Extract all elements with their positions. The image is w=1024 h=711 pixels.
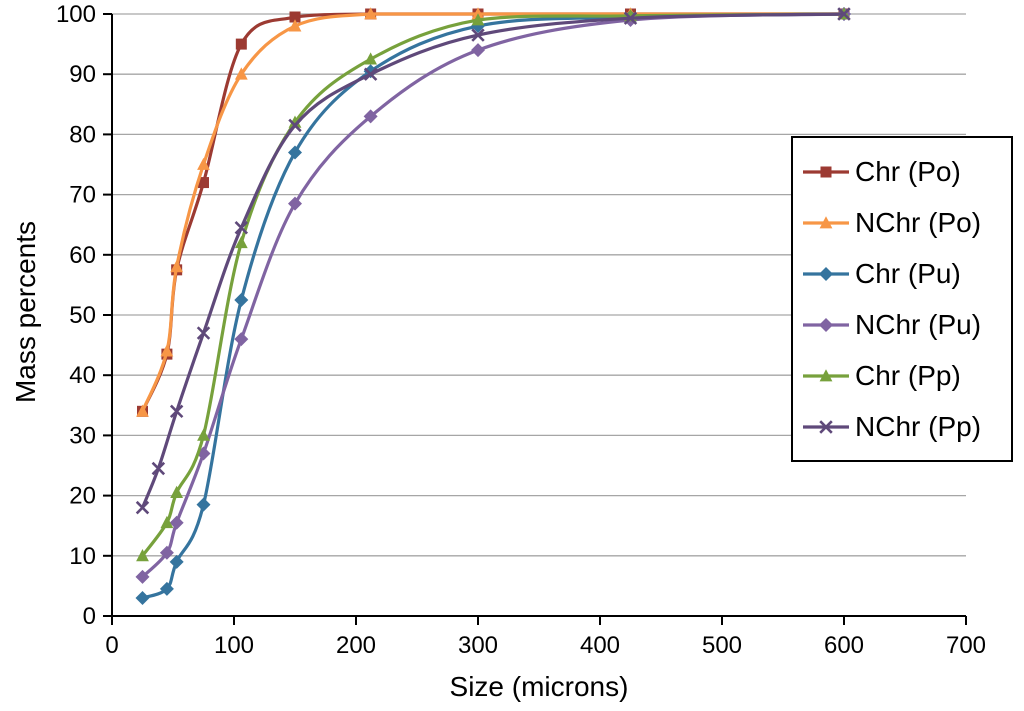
x-tick-label: 500 <box>702 632 742 659</box>
series-marker-chr-pu <box>234 292 249 307</box>
series-line-nchr-pp <box>140 12 846 510</box>
series-marker-nchr-pp <box>151 461 166 476</box>
series-line-chr-pu <box>140 12 846 600</box>
series-marker-chr-pp <box>471 13 485 26</box>
series-marker-nchr-po <box>136 404 149 417</box>
series-marker-chr-po <box>198 177 209 189</box>
series-marker-chr-pu <box>196 497 211 512</box>
legend-sample-nchr-pp <box>803 419 849 434</box>
x-tick-label: 200 <box>336 632 376 659</box>
legend-marker-nchr-po-icon <box>819 215 833 228</box>
series-marker-nchr-pp <box>623 11 638 25</box>
series-marker-chr-po <box>289 11 301 23</box>
legend-marker-chr-pu-icon <box>819 266 833 281</box>
y-tick-label: 50 <box>69 302 96 329</box>
series-marker-chr-pu <box>288 145 302 160</box>
y-tick-label: 70 <box>69 182 96 209</box>
series-marker-nchr-pp <box>363 67 378 81</box>
legend-label-nchr-pp: NChr (Pp) <box>855 410 982 442</box>
legend-marker-nchr-pu-icon <box>819 317 833 332</box>
series-marker-chr-pu <box>159 581 174 596</box>
series-marker-nchr-pu <box>159 545 174 560</box>
x-tick-label: 600 <box>824 632 864 659</box>
series-marker-chr-pp <box>197 428 210 441</box>
series-marker-nchr-po <box>160 344 174 357</box>
series-line-nchr-pu <box>140 12 846 579</box>
legend-marker-chr-po-icon <box>820 166 832 177</box>
legend-item-chr-pp: Chr (Pp) <box>803 350 1007 401</box>
series-marker-chr-pu <box>135 590 150 605</box>
series-marker-chr-pp <box>160 515 174 529</box>
x-tick-label: 100 <box>214 632 254 659</box>
x-tick-label: 300 <box>458 632 498 659</box>
series-marker-nchr-pp <box>234 220 249 235</box>
series-marker-chr-pp <box>136 549 149 562</box>
legend-label-nchr-po: NChr (Po) <box>855 206 982 238</box>
series-chr-pu <box>135 7 851 605</box>
x-tick-label: 0 <box>105 632 118 659</box>
series-marker-chr-pu <box>169 554 184 569</box>
series-nchr-po <box>136 7 851 417</box>
series-marker-nchr-po <box>288 19 302 32</box>
series-marker-chr-pp <box>364 52 378 65</box>
legend-sample-nchr-pu <box>803 317 849 332</box>
series-marker-nchr-pp <box>135 500 150 515</box>
series-marker-nchr-po <box>197 157 210 170</box>
series-marker-nchr-pp <box>196 326 211 340</box>
series-line-chr-pp <box>140 12 846 558</box>
y-tick-label: 100 <box>56 1 96 28</box>
series-marker-chr-pp <box>170 485 184 498</box>
series-marker-nchr-pu <box>363 109 378 124</box>
series-marker-nchr-pu <box>135 569 150 584</box>
legend-label-chr-po: Chr (Po) <box>855 155 961 187</box>
legend-item-chr-po: Chr (Po) <box>803 146 1007 197</box>
legend-label-chr-pu: Chr (Pu) <box>855 257 961 289</box>
series-marker-nchr-po <box>234 67 248 80</box>
y-tick-label: 90 <box>69 61 96 88</box>
y-tick-label: 20 <box>69 483 96 510</box>
legend-marker-nchr-pp-icon <box>819 419 833 434</box>
legend-item-nchr-pu: NChr (Pu) <box>803 299 1007 350</box>
legend-sample-chr-pp <box>803 368 849 381</box>
series-marker-chr-po <box>235 38 247 50</box>
y-tick-label: 80 <box>69 121 96 148</box>
y-tick-label: 30 <box>69 422 96 449</box>
x-tick-label: 700 <box>946 632 986 659</box>
series-nchr-pp <box>135 7 851 515</box>
x-axis-title: Size (microns) <box>449 671 629 702</box>
series-marker-nchr-pu <box>234 332 249 347</box>
legend-label-chr-pp: Chr (Pp) <box>855 359 961 391</box>
series-marker-chr-pp <box>288 115 302 128</box>
y-axis-title: Mass percents <box>10 220 41 404</box>
y-tick-label: 40 <box>69 362 96 389</box>
legend-label-nchr-pu: NChr (Pu) <box>855 308 982 340</box>
series-marker-nchr-po <box>170 260 184 273</box>
series-chr-pp <box>136 7 851 562</box>
y-tick-label: 0 <box>83 603 96 630</box>
series-marker-nchr-pp <box>471 28 485 42</box>
legend-sample-nchr-po <box>803 215 849 228</box>
series-marker-nchr-pp <box>169 404 184 419</box>
series-marker-nchr-pu <box>471 43 485 58</box>
legend-item-nchr-pp: NChr (Pp) <box>803 401 1007 452</box>
x-tick-label: 400 <box>580 632 620 659</box>
legend-marker-chr-pp-icon <box>819 368 833 381</box>
series-marker-nchr-pu <box>169 515 184 530</box>
series-marker-nchr-po <box>364 7 378 20</box>
series-marker-nchr-pp <box>288 118 302 133</box>
legend-item-chr-pu: Chr (Pu) <box>803 248 1007 299</box>
series-marker-chr-pp <box>234 235 248 249</box>
series-marker-nchr-pu <box>288 196 302 211</box>
y-tick-label: 60 <box>69 242 96 269</box>
legend-item-nchr-po: NChr (Po) <box>803 197 1007 248</box>
series-marker-nchr-pp <box>837 7 851 21</box>
y-tick-label: 10 <box>69 543 96 570</box>
legend-sample-chr-po <box>803 166 849 177</box>
legend: Chr (Po) NChr (Po) Chr (Pu) NChr (Pu) Chr (P… <box>791 136 1013 462</box>
legend-sample-chr-pu <box>803 266 849 281</box>
